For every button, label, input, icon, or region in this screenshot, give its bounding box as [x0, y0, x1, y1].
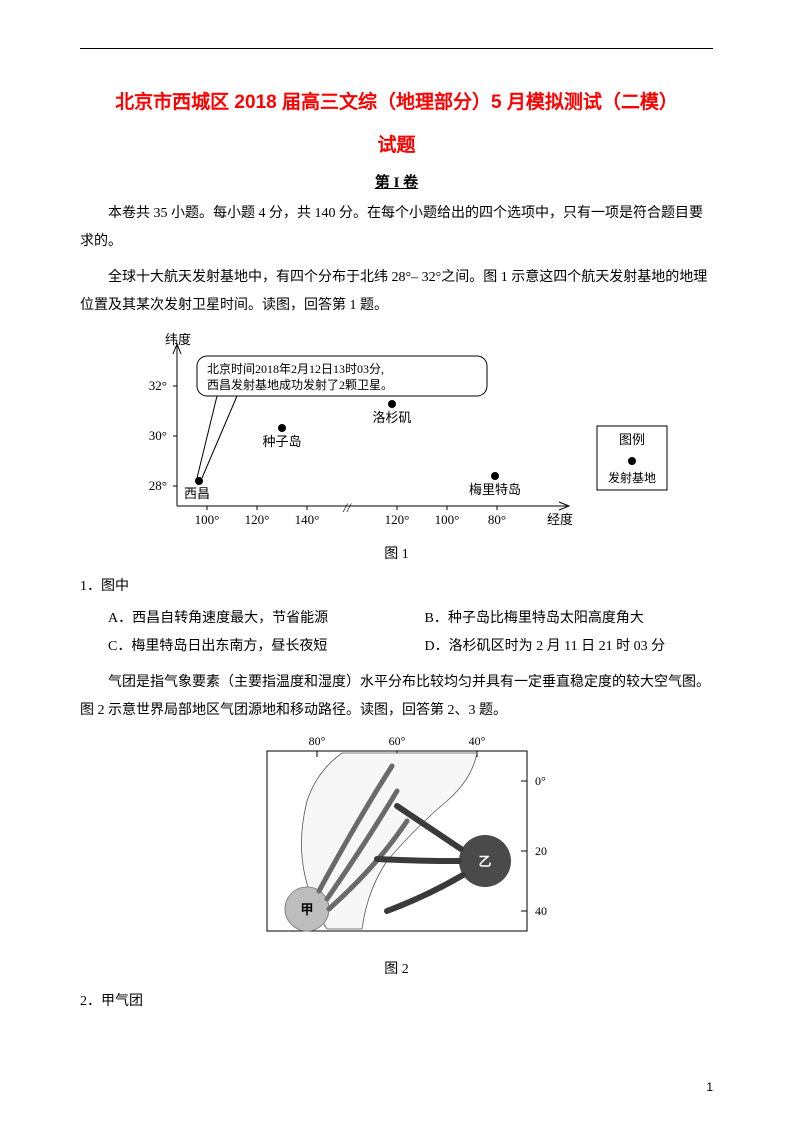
- fig1-callout-l2: 西昌发射基地成功发射了2颗卫星。: [207, 377, 393, 392]
- q1-option-c: C．梅里特岛日出东南方，昼长夜短: [80, 633, 397, 661]
- fig1-callout-l1: 北京时间2018年2月12日13时03分,: [207, 362, 384, 376]
- q1-option-b: B．种子岛比梅里特岛太阳高度角大: [397, 605, 714, 633]
- fig2-lat-20: 20°: [535, 844, 547, 858]
- figure-2-caption: 图 2: [80, 958, 713, 978]
- fig1-dot-merritt: [491, 472, 499, 480]
- fig2-yi-arrow-3: [387, 875, 463, 911]
- exam-title-main: 北京市西城区 2018 届高三文综（地理部分）5 月模拟测试（二模）: [80, 88, 713, 118]
- fig1-label-tanegashima: 种子岛: [262, 434, 301, 449]
- fig1-dot-xichang: [195, 477, 203, 485]
- figure-1-caption: 图 1: [80, 543, 713, 563]
- fig1-ytick-32: 32°: [148, 378, 166, 393]
- fig1-xtick-r-80: 80°: [487, 512, 505, 527]
- intro-paragraph-2: 全球十大航天发射基地中，有四个分布于北纬 28°– 32°之间。图 1 示意这四…: [80, 264, 713, 320]
- fig1-label-merritt: 梅里特岛: [468, 482, 520, 497]
- fig1-ytick-30: 30°: [148, 428, 166, 443]
- fig2-label-jia: 甲: [300, 902, 313, 917]
- q1-option-d: D．洛杉矶区时为 2 月 11 日 21 时 03 分: [397, 633, 714, 661]
- fig2-lon-80: 80°: [308, 734, 325, 748]
- q2-stem: 2．甲气团: [80, 988, 713, 1016]
- intro-paragraph-1: 本卷共 35 小题。每小题 4 分，共 140 分。在每个小题给出的四个选项中，…: [80, 200, 713, 256]
- fig1-ylabel: 纬度: [165, 332, 191, 347]
- fig1-dot-la: [388, 400, 396, 408]
- fig2-label-yi: 乙: [478, 854, 491, 869]
- fig1-legend-item: 发射基地: [607, 470, 655, 485]
- fig1-xtick-r-120: 120°: [384, 512, 409, 527]
- fig2-lon-40: 40°: [468, 734, 485, 748]
- figure-1: 纬度 32° 30° 28° 100° 120° 140° // 120° 10…: [80, 326, 713, 541]
- fig1-label-xichang: 西昌: [183, 486, 209, 501]
- fig1-legend-dot: [628, 457, 636, 465]
- fig2-lon-60: 60°: [388, 734, 405, 748]
- fig1-xtick-r-100: 100°: [434, 512, 459, 527]
- exam-title-sub: 试题: [80, 130, 713, 157]
- q1-stem: 1．图中: [80, 573, 713, 601]
- fig1-xlabel: 经度: [547, 512, 573, 527]
- fig2-yi-arrow-2: [377, 859, 459, 861]
- fig2-lat-0: 0°: [535, 774, 546, 788]
- q1-options: A．西昌自转角速度最大，节省能源 B．种子岛比梅里特岛太阳高度角大 C．梅里特岛…: [80, 605, 713, 661]
- top-rule: [80, 48, 713, 49]
- fig1-dot-tanegashima: [278, 424, 286, 432]
- fig2-lat-40: 40°: [535, 904, 547, 918]
- section-heading: 第 I 卷: [80, 171, 713, 192]
- fig1-xtick-l-100: 100°: [194, 512, 219, 527]
- q1-option-a: A．西昌自转角速度最大，节省能源: [80, 605, 397, 633]
- fig1-xtick-l-120: 120°: [244, 512, 269, 527]
- intro-paragraph-3: 气团是指气象要素（主要指温度和湿度）水平分布比较均匀并具有一定垂直稳定度的较大空…: [80, 669, 713, 725]
- page-number: 1: [706, 1080, 713, 1094]
- fig1-xtick-l-140: 140°: [294, 512, 319, 527]
- fig1-ytick-28: 28°: [148, 478, 166, 493]
- fig1-break: //: [342, 500, 352, 515]
- fig1-legend-title: 图例: [618, 432, 644, 447]
- fig1-label-la: 洛杉矶: [372, 410, 411, 425]
- figure-2: 80° 60° 40° 0° 20° 40° 甲 乙: [80, 731, 713, 956]
